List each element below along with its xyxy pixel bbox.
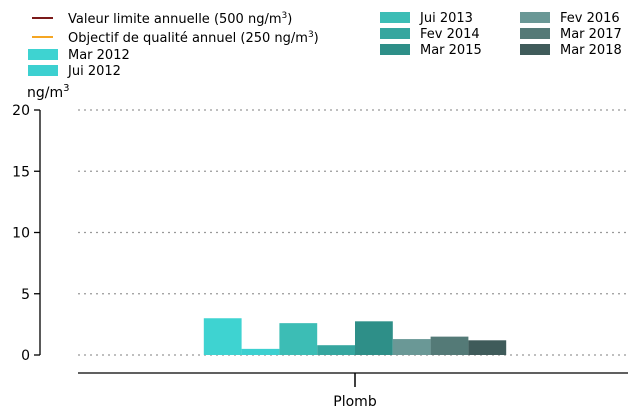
y-tick-label: 5 — [21, 287, 30, 303]
legend-swatch-mar-2017 — [520, 28, 550, 39]
legend-label: Mar 2015 — [420, 43, 482, 58]
x-tick-label: Plomb — [333, 394, 377, 410]
legend-label: Fev 2016 — [560, 11, 620, 26]
legend-label: Mar 2017 — [560, 27, 622, 42]
y-axis-title: ng/m3 — [27, 83, 70, 101]
bar-mar-2015 — [355, 321, 393, 355]
y-tick-label: 0 — [21, 348, 30, 364]
legend-objective-label: Objectif de qualité annuel (250 ng/m3) — [68, 30, 319, 46]
legend: Valeur limite annuelle (500 ng/m3) Objec… — [28, 11, 622, 79]
bar-mar-2012 — [203, 318, 242, 355]
bar-mar-2017 — [430, 336, 469, 355]
y-tick-label: 15 — [12, 164, 30, 180]
legend-swatch-fev-2016 — [520, 12, 550, 23]
legend-swatch-jui-2013 — [380, 12, 410, 23]
legend-label: Mar 2012 — [68, 48, 130, 63]
legend-swatch-mar-2012 — [28, 49, 58, 60]
legend-label: Mar 2018 — [560, 43, 622, 58]
y-tick-label: 10 — [12, 226, 30, 242]
legend-label: Jui 2013 — [419, 11, 473, 26]
legend-label: Fev 2014 — [420, 27, 480, 42]
legend-swatch-mar-2018 — [520, 44, 550, 55]
bar-mar-2018 — [468, 340, 507, 355]
legend-limit-label: Valeur limite annuelle (500 ng/m3) — [68, 11, 292, 27]
bar-jui-2012 — [241, 348, 280, 355]
legend-label: Jui 2012 — [67, 64, 121, 79]
legend-swatch-jui-2012 — [28, 65, 58, 76]
bar-jui-2013 — [279, 323, 318, 355]
bar-fev-2014 — [317, 345, 355, 355]
legend-swatch-mar-2015 — [380, 44, 410, 55]
bar-fev-2016 — [392, 339, 431, 355]
legend-swatch-fev-2014 — [380, 28, 410, 39]
y-tick-label: 20 — [12, 103, 30, 119]
